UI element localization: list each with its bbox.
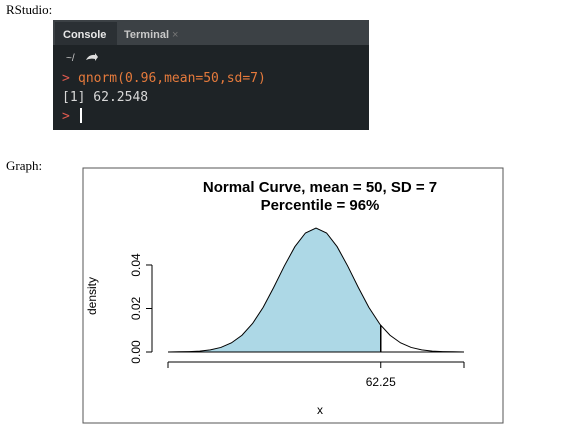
tab-label[interactable]: Console	[63, 29, 106, 41]
cursor	[80, 108, 82, 123]
section-label: Graph:	[6, 158, 42, 173]
density-curve	[167, 227, 465, 353]
chart-subtitle: Percentile = 96%	[261, 197, 380, 214]
x-axis-label: x	[317, 403, 323, 417]
console-window: Console Terminal × ~/ > qnorm(0.96,mean=…	[53, 20, 369, 130]
y-axis-label: density	[85, 277, 99, 315]
prompt: >	[62, 71, 70, 86]
section-label: RStudio:	[6, 2, 52, 17]
tab-close[interactable]: ×	[172, 29, 178, 41]
command: qnorm(0.96,mean=50,sd=7)	[78, 71, 266, 86]
x-tick-label: 62.25	[366, 375, 396, 389]
shaded-area	[168, 228, 381, 352]
y-tick-label: 0.02	[129, 296, 143, 320]
y-tick-label: 0.00	[129, 340, 143, 364]
path-icon	[86, 53, 98, 61]
prompt: >	[62, 109, 70, 124]
tab-active[interactable]	[55, 22, 117, 45]
chart-title: Normal Curve, mean = 50, SD = 7	[203, 179, 437, 196]
console-path: ~/	[66, 53, 75, 64]
output: [1] 62.2548	[62, 90, 148, 105]
y-tick-label: 0.04	[129, 253, 143, 277]
tab-label[interactable]: Terminal	[124, 29, 169, 41]
